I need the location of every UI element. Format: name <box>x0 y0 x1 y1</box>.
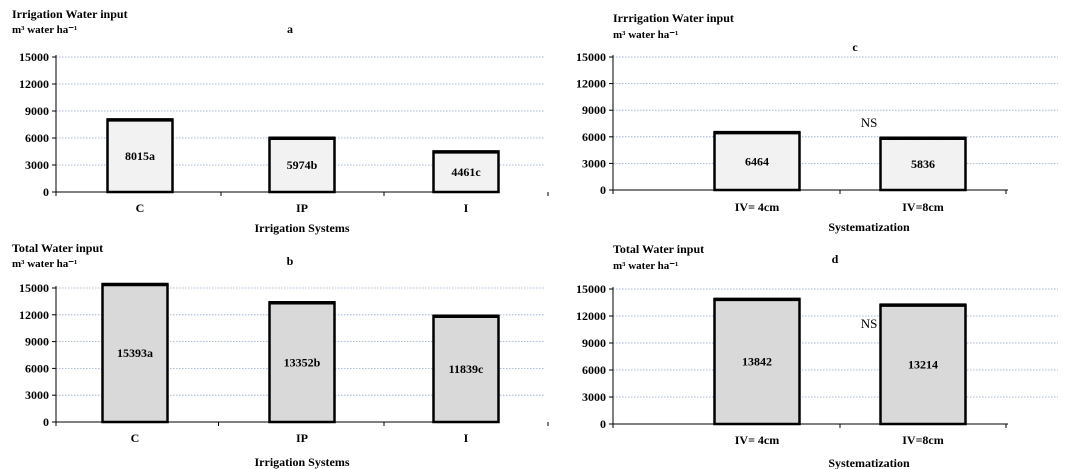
panel-letter: a <box>287 22 293 36</box>
unit-label: m³ water ha⁻¹ <box>613 260 678 272</box>
y-tick-label: 6000 <box>25 131 49 145</box>
data-label: 13842 <box>742 355 772 369</box>
category-label: I <box>464 201 469 215</box>
y-tick-label: 6000 <box>25 361 49 375</box>
category-label: I <box>464 431 469 445</box>
data-label: 13352b <box>284 355 321 369</box>
x-axis-title: Irrigation Systems <box>255 221 350 235</box>
y-tick-label: 9000 <box>25 335 49 349</box>
y-tick-label: 6000 <box>582 130 606 144</box>
data-label: 5836 <box>911 157 935 171</box>
y-tick-label: 0 <box>43 185 49 199</box>
x-axis-title: Systematization <box>828 220 910 234</box>
unit-label: m³ water ha⁻¹ <box>12 24 77 36</box>
chart-title: Irrigation Water input <box>12 7 128 21</box>
bar-b-1 <box>268 301 336 424</box>
panel-letter: b <box>287 254 294 268</box>
chart-panel-a: 0 3000 6000 9000 12000 15000 8015a C 5974b IP 4461… <box>12 7 549 235</box>
significance-note: NS <box>861 316 878 331</box>
bar-d-1 <box>879 303 967 426</box>
y-tick-label: 15000 <box>19 50 49 64</box>
x-axis-title: Irrigation Systems <box>255 455 350 469</box>
y-tick-label: 3000 <box>582 390 606 404</box>
y-tick-label: 15000 <box>576 282 606 296</box>
y-tick-label: 15000 <box>19 281 49 295</box>
data-label: 15393a <box>117 346 153 360</box>
y-tick-label: 3000 <box>25 158 49 172</box>
category-label: C <box>131 431 140 445</box>
chart-panel-d: 0 3000 6000 9000 12000 15000 13842 IV= 4cm 13214… <box>576 242 1058 469</box>
category-label: C <box>136 201 145 215</box>
y-tick-label: 3000 <box>25 388 49 402</box>
data-label: 11839c <box>449 362 484 376</box>
chart-title: Total Water input <box>12 241 103 255</box>
bar-a-0 <box>106 118 174 194</box>
y-tick-label: 3000 <box>582 156 606 170</box>
unit-label: m³ water ha⁻¹ <box>613 29 678 41</box>
y-tick-label: 15000 <box>576 50 606 64</box>
data-label: 8015a <box>125 149 155 163</box>
data-label: 5974b <box>287 158 318 172</box>
chart-panel-c: 0 3000 6000 9000 12000 15000 6464 IV= 4cm 5836 IV… <box>576 11 1058 234</box>
category-label: IP <box>296 431 308 445</box>
category-label: IV= 4cm <box>735 200 780 214</box>
x-axis-title: Systematization <box>828 456 910 469</box>
y-tick-label: 0 <box>600 417 606 431</box>
category-label: IP <box>296 201 308 215</box>
y-tick-label: 12000 <box>576 77 606 91</box>
y-tick-label: 0 <box>43 415 49 429</box>
panel-letter: c <box>852 40 858 54</box>
bar-c-1 <box>879 137 967 192</box>
y-tick-label: 0 <box>600 183 606 197</box>
category-label: IV=8cm <box>902 200 944 214</box>
y-tick-label: 12000 <box>576 309 606 323</box>
category-label: IV=8cm <box>902 433 944 447</box>
panel-letter: d <box>832 252 839 266</box>
y-tick-label: 6000 <box>582 363 606 377</box>
y-tick-label: 9000 <box>582 103 606 117</box>
chart-title: Total Water input <box>613 242 704 256</box>
bar-a-2 <box>432 150 500 194</box>
chart-title: Irrrigation Water input <box>613 11 734 25</box>
y-tick-label: 12000 <box>19 308 49 322</box>
data-label: 4461c <box>451 165 481 179</box>
y-tick-label: 9000 <box>582 336 606 350</box>
data-label: 6464 <box>745 154 769 168</box>
chart-panel-b: 0 3000 6000 9000 12000 15000 15393a C 13352b IP 11… <box>12 241 549 469</box>
category-label: IV= 4cm <box>735 433 780 447</box>
y-tick-label: 9000 <box>25 104 49 118</box>
data-label: 13214 <box>908 358 938 372</box>
y-tick-label: 12000 <box>19 77 49 91</box>
unit-label: m³ water ha⁻¹ <box>12 258 77 270</box>
bar-d-0 <box>713 298 801 426</box>
significance-note: NS <box>861 115 878 130</box>
